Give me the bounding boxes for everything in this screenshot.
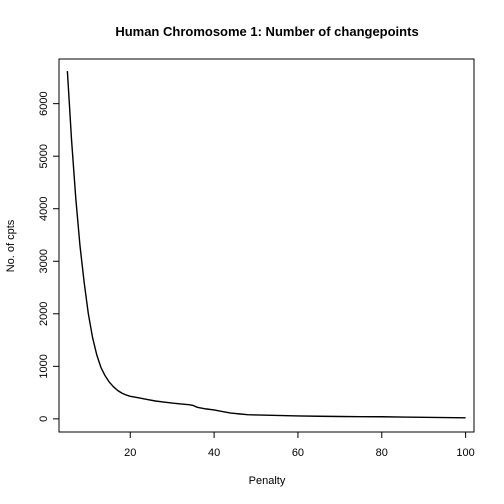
chart-title: Human Chromosome 1: Number of changepoin… bbox=[115, 24, 418, 39]
x-tick-label: 100 bbox=[456, 447, 474, 459]
y-axis-label: No. of cpts bbox=[5, 219, 17, 272]
plot-frame bbox=[58, 58, 475, 433]
x-tick-label: 20 bbox=[124, 447, 136, 459]
series-layer bbox=[66, 71, 466, 419]
x-tick-label: 80 bbox=[376, 447, 388, 459]
y-tick-label: 3000 bbox=[38, 249, 50, 273]
x-tick-label: 40 bbox=[208, 447, 220, 459]
x-axis-label: Penalty bbox=[249, 475, 286, 487]
y-tick-label: 0 bbox=[38, 416, 50, 422]
y-tick-label: 4000 bbox=[38, 196, 50, 220]
x-axis: 20 40 60 80 100 bbox=[124, 432, 475, 459]
y-axis: 0 1000 2000 3000 4000 5000 6000 bbox=[38, 91, 59, 422]
changepoints-line bbox=[66, 71, 466, 419]
x-tick-label: 60 bbox=[292, 447, 304, 459]
y-tick-label: 1000 bbox=[38, 354, 50, 378]
y-tick-label: 6000 bbox=[38, 91, 50, 115]
y-tick-label: 5000 bbox=[38, 144, 50, 168]
y-tick-label: 2000 bbox=[38, 302, 50, 326]
